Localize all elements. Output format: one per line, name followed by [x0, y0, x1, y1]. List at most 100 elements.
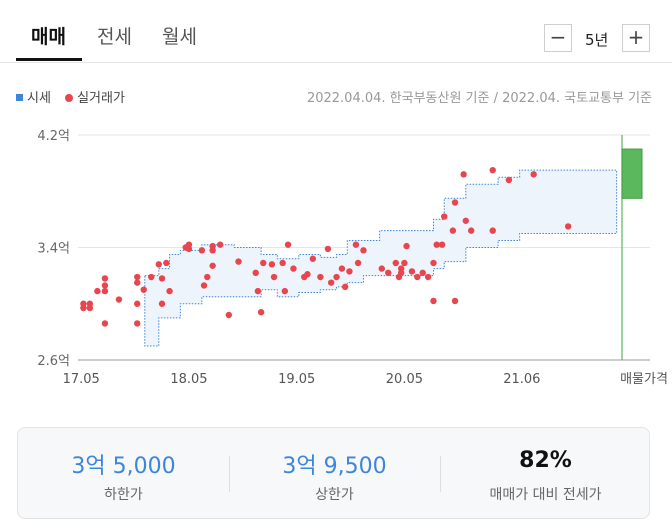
y-tick-label: 4.2억	[37, 129, 70, 144]
chart-legend: 시세 실거래가	[16, 87, 125, 106]
legend-market-label: 시세	[27, 91, 51, 106]
lower-price-label: 하한가	[104, 487, 143, 503]
transaction-point	[449, 227, 457, 234]
transaction-point	[327, 279, 335, 286]
tab-monthly-rent[interactable]: 월세	[162, 26, 197, 48]
transaction-point	[424, 273, 432, 281]
summary-divider	[229, 456, 230, 492]
transaction-point	[185, 245, 193, 253]
summary-upper-price: 3억 9,500 상한가	[229, 428, 440, 520]
transaction-point	[467, 227, 475, 234]
transaction-point	[209, 262, 216, 269]
transaction-point	[408, 268, 416, 275]
transaction-point	[115, 296, 123, 303]
transaction-point	[158, 300, 166, 307]
data-source-note: 2022.04.04. 한국부동산원 기준 / 2022.04. 국토교통부 기…	[306, 91, 652, 106]
transaction-point	[86, 300, 94, 307]
transaction-point	[489, 166, 496, 174]
transaction-point	[317, 273, 324, 281]
transaction-point	[140, 286, 147, 293]
transaction-point	[284, 241, 292, 248]
x-tick-label: 20.05	[386, 372, 423, 385]
transaction-point	[235, 258, 242, 265]
market-price-legend-marker	[16, 94, 23, 101]
transaction-point	[268, 261, 276, 268]
market-price-band	[144, 169, 618, 347]
transaction-point	[257, 308, 265, 316]
transaction-point	[354, 259, 362, 267]
period-decrease-button[interactable]: −	[544, 24, 572, 52]
transaction-point	[433, 241, 440, 248]
y-tick-label: 2.6억	[37, 354, 70, 369]
transaction-point	[346, 268, 353, 275]
transaction-point	[270, 273, 278, 281]
price-chart: 4.2억 3.4억 2.6억 17.05 18.05 19.05 20.05 21.06 매물가…	[37, 129, 668, 385]
deal-type-tabs: 매매 전세 월세 − 5년 +	[0, 0, 672, 63]
transaction-point	[419, 269, 426, 277]
transaction-point	[309, 255, 317, 262]
transaction-point	[438, 241, 446, 248]
transaction-point	[564, 223, 572, 230]
transaction-point	[209, 247, 216, 254]
transaction-point	[304, 271, 311, 278]
jeonse-ratio-label: 매매가 대비 전세가	[489, 487, 602, 503]
transaction-point	[462, 217, 470, 224]
transaction-point	[430, 259, 437, 267]
transaction-point	[279, 259, 286, 267]
transaction-point	[403, 242, 410, 250]
x-tick-label: 17.05	[63, 372, 100, 385]
transaction-point	[414, 273, 421, 281]
transaction-point	[451, 297, 459, 305]
transaction-point	[101, 282, 109, 289]
x-tick-label: 매물가격	[620, 372, 668, 385]
transaction-point	[378, 265, 385, 272]
listing-price-range	[621, 148, 643, 199]
transaction-point	[333, 273, 340, 281]
transaction-point	[352, 241, 360, 248]
transaction-point	[530, 171, 537, 178]
transaction-point	[341, 283, 349, 291]
transaction-point	[204, 273, 211, 281]
transaction-point	[252, 269, 259, 277]
transaction-point	[101, 320, 109, 327]
transaction-point	[200, 282, 208, 289]
upper-price-value: 3억 9,500	[282, 454, 387, 479]
transaction-point	[134, 300, 141, 307]
tab-jeonse[interactable]: 전세	[97, 26, 132, 48]
active-tab-indicator	[16, 58, 82, 61]
transaction-point	[198, 247, 206, 254]
transaction-point	[158, 275, 166, 282]
transaction-point	[360, 247, 367, 254]
transaction-point	[155, 261, 162, 268]
x-tick-label: 21.06	[503, 372, 540, 385]
transaction-point	[94, 287, 101, 295]
transaction-point	[324, 245, 332, 253]
transaction-point	[134, 273, 141, 281]
transaction-point	[451, 199, 459, 206]
transaction-point	[260, 259, 267, 267]
upper-price-label: 상한가	[315, 487, 354, 503]
x-tick-label: 18.05	[170, 372, 207, 385]
legend-actual-label: 실거래가	[77, 91, 125, 106]
transaction-point	[430, 297, 437, 305]
price-summary-card: 3억 5,000 하한가 3억 9,500 상한가 82% 매매가 대비 전세가	[17, 427, 650, 519]
transaction-point	[397, 269, 405, 277]
transaction-point	[338, 265, 346, 272]
actual-price-legend-marker	[65, 94, 74, 102]
transaction-point	[134, 279, 141, 286]
tab-sale[interactable]: 매매	[31, 26, 66, 48]
transaction-point	[385, 269, 392, 277]
x-tick-label: 19.05	[278, 372, 315, 385]
summary-lower-price: 3억 5,000 하한가	[18, 428, 229, 520]
transaction-point	[101, 287, 109, 295]
transaction-point	[290, 265, 297, 272]
transaction-point	[460, 171, 467, 178]
transaction-point	[489, 227, 496, 234]
period-increase-button[interactable]: +	[622, 24, 650, 52]
transaction-point	[281, 287, 289, 295]
lower-price-value: 3억 5,000	[71, 454, 176, 479]
period-label: 5년	[585, 31, 609, 49]
transaction-point	[163, 259, 170, 267]
jeonse-ratio-value: 82%	[519, 448, 572, 473]
transaction-point	[80, 304, 87, 312]
